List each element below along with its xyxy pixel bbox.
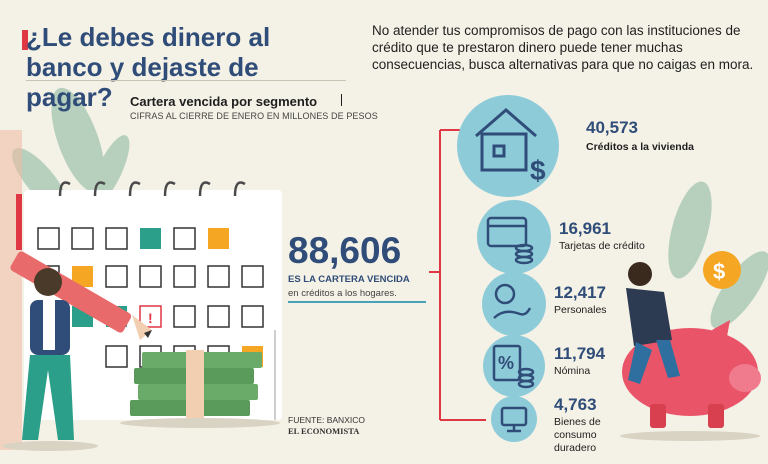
- segment-value-bienes: 4,763: [554, 395, 597, 414]
- money-stack-illustration: [120, 350, 280, 428]
- segment-value-nomina: 11,794: [554, 344, 606, 363]
- segment-value-personales: 12,417: [554, 283, 606, 302]
- total-value: 88,606: [288, 230, 402, 271]
- svg-text:%: %: [498, 353, 514, 373]
- house-dollar-icon: $: [475, 108, 546, 186]
- person-right-illustration: [626, 262, 680, 384]
- segment-label-bienes: Bienes de consumo duradero: [554, 416, 601, 454]
- segment-value-vivienda: 40,573: [586, 118, 638, 137]
- leaves-right-decoration: [668, 181, 768, 329]
- intro-text: No atender tus compromisos de pago con l…: [372, 23, 754, 72]
- segment-label-vivienda: Créditos a la vivienda: [586, 141, 694, 153]
- percent-coins-icon: %: [492, 344, 535, 389]
- title-divider: [26, 80, 346, 81]
- person-left-illustration: [2, 268, 98, 451]
- source-note: FUENTE: BANXICO: [288, 415, 365, 425]
- segment-label-personales: Personales: [554, 304, 607, 316]
- brand-name: EL ECONOMISTA: [288, 426, 360, 436]
- chart-subtitle: CIFRAS AL CIERRE DE ENERO EN MILLONES DE…: [130, 111, 378, 121]
- monitor-icon: [500, 406, 528, 433]
- total-underline: [288, 301, 426, 303]
- credit-card-coins-icon: [486, 216, 534, 265]
- chart-title: Cartera vencida por segmento: [130, 94, 318, 109]
- hand-coin-icon: [493, 283, 532, 319]
- svg-text:$: $: [530, 155, 546, 186]
- coin-illustration: $: [703, 251, 741, 289]
- total-label: ES LA CARTERA VENCIDA: [288, 274, 410, 285]
- segment-value-tarjetas: 16,961: [559, 219, 611, 238]
- segment-circles: [457, 95, 559, 442]
- segment-label-nomina: Nómina: [554, 365, 591, 377]
- title-accent-bar: [22, 30, 28, 50]
- segments-bracket: [429, 129, 486, 421]
- svg-text:$: $: [713, 259, 725, 284]
- svg-text:!: !: [148, 310, 153, 326]
- piggy-bank-illustration: [620, 320, 761, 441]
- chart-title-separator: [341, 94, 342, 106]
- total-sublabel: en créditos a los hogares.: [288, 288, 397, 299]
- segment-label-tarjetas: Tarjetas de crédito: [559, 240, 645, 252]
- side-panel-decoration: [0, 130, 22, 450]
- page-title: ¿Le debes dinero al banco y dejaste de p…: [26, 22, 271, 112]
